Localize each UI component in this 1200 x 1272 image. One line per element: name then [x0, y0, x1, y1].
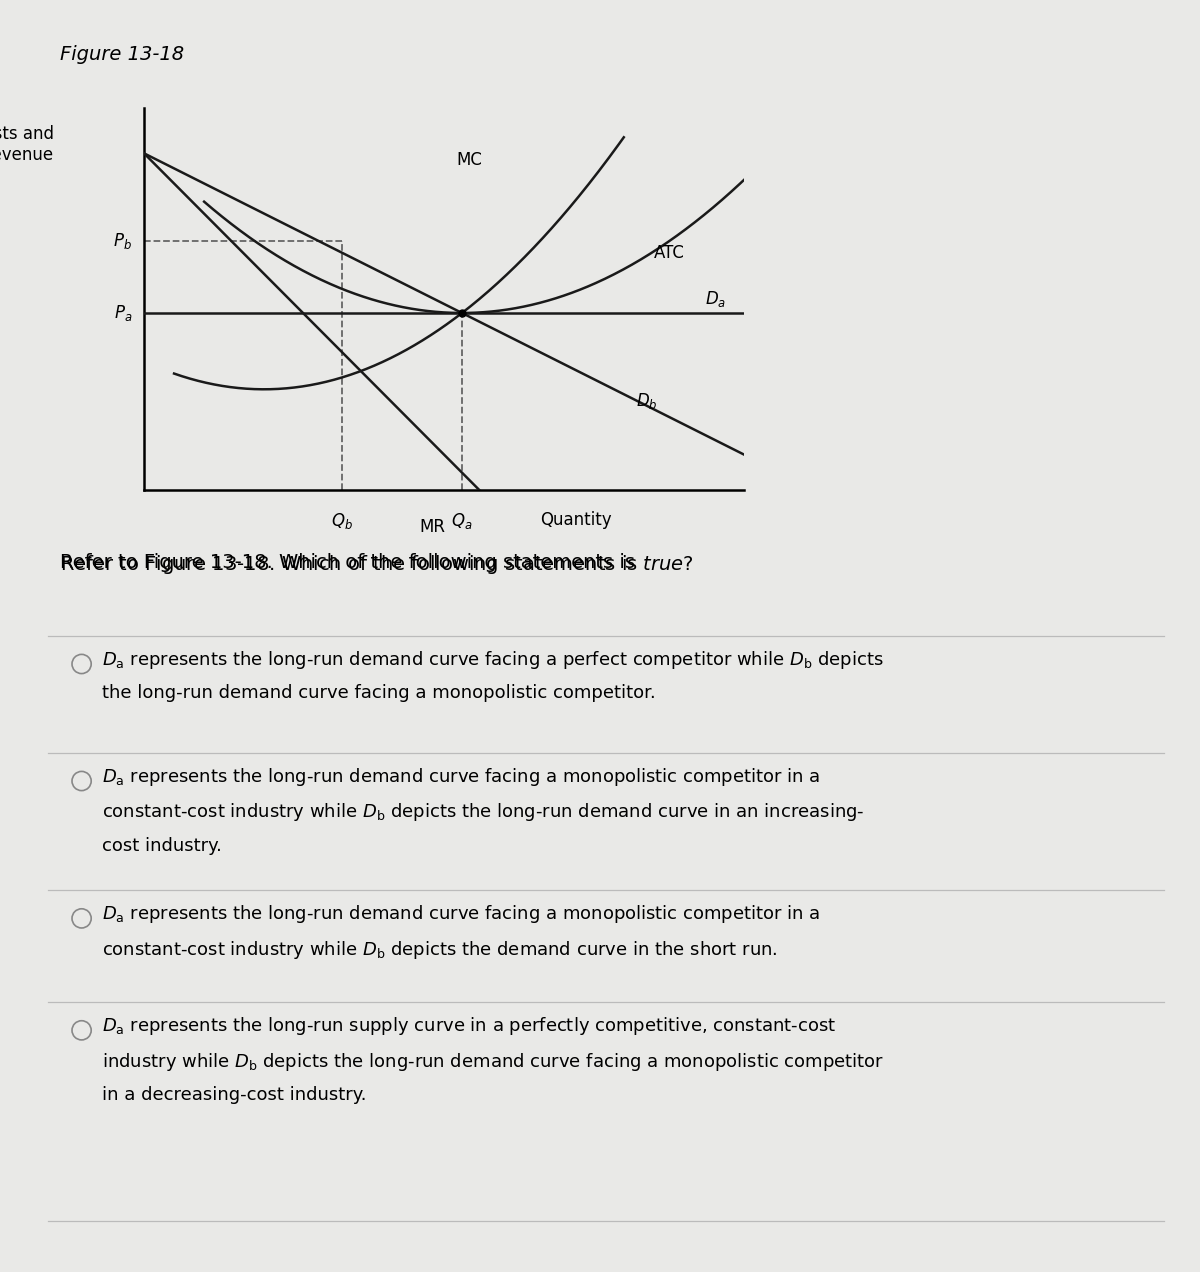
Text: Quantity: Quantity — [540, 511, 612, 529]
Text: cost industry.: cost industry. — [102, 837, 222, 855]
Text: $Q_b$: $Q_b$ — [331, 511, 353, 530]
Text: Refer to Figure 13-18. Which of the following statements is $\it{true}$?: Refer to Figure 13-18. Which of the foll… — [60, 553, 694, 576]
Text: Refer to Figure 13-18. Which of the following statements is: Refer to Figure 13-18. Which of the foll… — [60, 553, 641, 572]
Text: $D_{\rm a}$ represents the long-run supply curve in a perfectly competitive, con: $D_{\rm a}$ represents the long-run supp… — [102, 1015, 836, 1037]
Text: MR: MR — [419, 519, 445, 537]
Text: in a decreasing-cost industry.: in a decreasing-cost industry. — [102, 1086, 366, 1104]
Text: industry while $D_{\rm b}$ depicts the long-run demand curve facing a monopolist: industry while $D_{\rm b}$ depicts the l… — [102, 1051, 884, 1072]
Text: MC: MC — [456, 151, 482, 169]
Text: constant-cost industry while $D_{\rm b}$ depicts the long-run demand curve in an: constant-cost industry while $D_{\rm b}$… — [102, 801, 864, 823]
Text: revenue: revenue — [0, 146, 54, 164]
Text: $D_a$: $D_a$ — [704, 289, 726, 309]
Text: $D_{\rm a}$ represents the long-run demand curve facing a monopolistic competito: $D_{\rm a}$ represents the long-run dema… — [102, 766, 821, 787]
Text: ATC: ATC — [654, 244, 685, 262]
Text: $D_{\rm a}$ represents the long-run demand curve facing a monopolistic competito: $D_{\rm a}$ represents the long-run dema… — [102, 903, 821, 925]
Text: $P_b$: $P_b$ — [113, 230, 132, 251]
Text: constant-cost industry while $D_{\rm b}$ depicts the demand curve in the short r: constant-cost industry while $D_{\rm b}$… — [102, 939, 778, 960]
Text: $Q_a$: $Q_a$ — [451, 511, 473, 530]
Text: Figure 13-18: Figure 13-18 — [60, 45, 184, 64]
Text: $D_{\rm a}$ represents the long-run demand curve facing a perfect competitor whi: $D_{\rm a}$ represents the long-run dema… — [102, 649, 883, 670]
Text: Costs and: Costs and — [0, 125, 54, 142]
Text: $D_b$: $D_b$ — [636, 392, 658, 411]
Text: the long-run demand curve facing a monopolistic competitor.: the long-run demand curve facing a monop… — [102, 684, 655, 702]
Text: $P_a$: $P_a$ — [114, 303, 132, 323]
